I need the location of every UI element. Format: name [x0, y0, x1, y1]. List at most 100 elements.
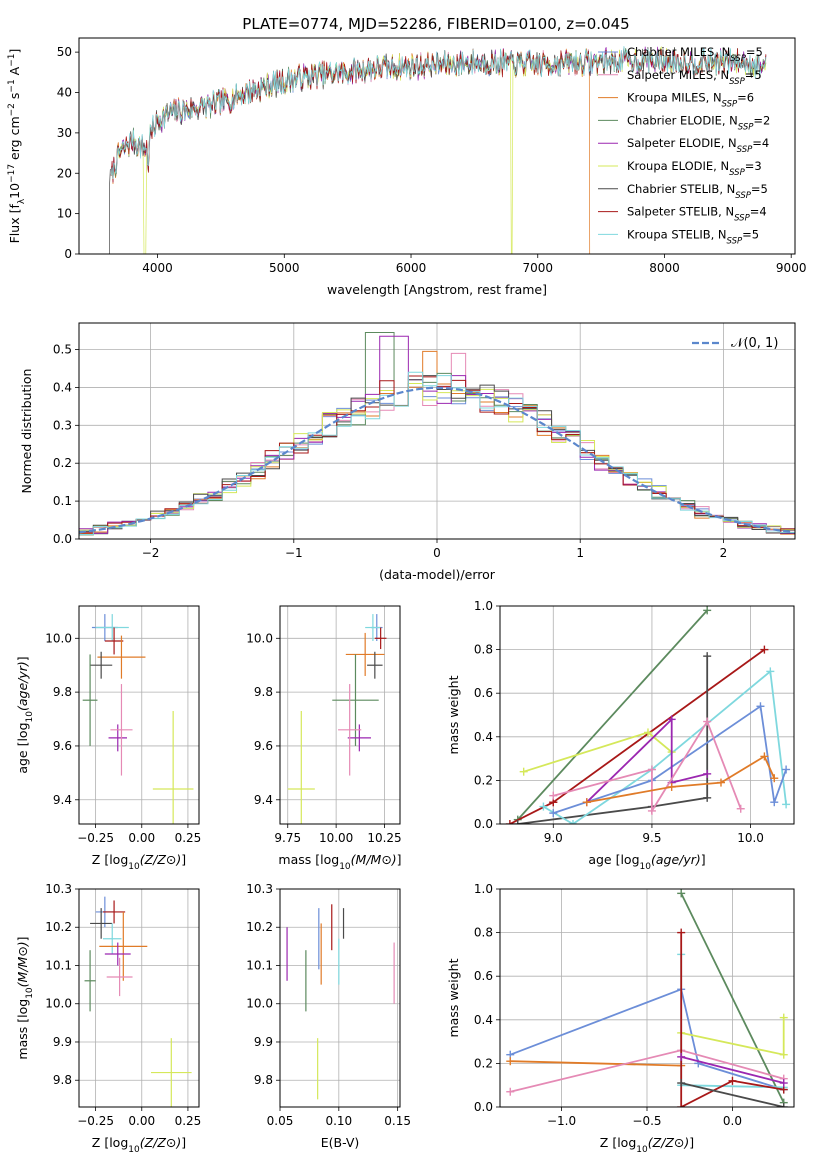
legend-label: Kroupa STELIB, NSSP=5	[627, 227, 759, 246]
x-tick-label: 10.25	[367, 831, 401, 845]
figure-title: PLATE=0774, MJD=52286, FIBERID=0100, z=0…	[242, 15, 629, 33]
series-point	[677, 1079, 686, 1088]
x-tick-label: −0.25	[77, 1114, 114, 1128]
series-line-kroupa-stelib	[542, 669, 787, 824]
plots: 4000 5000 6000 7000 8000 900001020304050wavel…	[7, 37, 807, 1155]
y-tick-label: 0.5	[53, 343, 72, 357]
y-tick-label: 9.9	[53, 1035, 72, 1049]
legend-label: Salpeter MILES, NSSP=5	[627, 68, 762, 87]
errorbar-point	[345, 632, 385, 676]
series-point	[647, 765, 656, 774]
x-tick-label: 9.0	[544, 831, 563, 845]
ylabel: age [log10(age/yr)]	[15, 656, 35, 773]
axes-frame	[78, 37, 796, 255]
ylabel: mass [log10(M/M⊙)]	[15, 936, 35, 1059]
y-tick-label: 50	[57, 45, 72, 59]
x-tick-label: −0.5	[632, 1114, 661, 1128]
y-tick-label: 0.6	[474, 969, 493, 983]
errorbar-point	[347, 724, 371, 752]
ylabel: mass weight	[446, 958, 461, 1037]
y-tick-label: 0.3	[53, 418, 72, 432]
xlabel: mass [log10(M/M⊙)]	[278, 852, 401, 872]
series-line-chabrier-stelib	[517, 656, 709, 824]
errorbar-point	[103, 900, 126, 924]
series-point	[549, 809, 558, 818]
errorbar-point	[104, 627, 124, 655]
y-tick-label: 0.0	[53, 532, 72, 546]
y-tick-label: 9.8	[254, 685, 273, 699]
y-tick-label: 1.0	[474, 599, 493, 613]
y-tick-label: 9.4	[53, 793, 72, 807]
errorbar-point	[365, 614, 381, 641]
plot-area-mass-weight-vs-Z	[506, 889, 788, 1107]
axes-frame	[279, 888, 401, 1108]
y-tick-label: 0.0	[474, 1100, 493, 1114]
plot-area-residuals	[79, 331, 795, 536]
errorbar-point	[332, 654, 379, 746]
axes-frame	[499, 605, 795, 825]
y-tick-label: 9.6	[53, 739, 72, 753]
series-point	[766, 667, 775, 676]
plot-area-mass-vs-ebv	[286, 904, 395, 1100]
series-point	[779, 1103, 788, 1107]
y-tick-label: 10.0	[45, 631, 72, 645]
y-tick-label: 10.0	[246, 997, 273, 1011]
axes-frame	[279, 605, 401, 825]
y-tick-label: 20	[57, 166, 72, 180]
y-tick-label: 0.6	[474, 686, 493, 700]
x-tick-label: 1	[576, 546, 584, 560]
legend-label: 𝒩(0, 1)	[731, 336, 778, 351]
normal-curve	[79, 386, 793, 534]
axes-mass-vs-ebv: 0.05 0.10 0.15 9.8 9.9 10.0 10.1 10.2 10.3 E(B-V)	[246, 882, 411, 1150]
series-point	[703, 717, 712, 726]
y-tick-label: 9.8	[53, 1073, 72, 1087]
axes-age-vs-mass: 9.75 10.00 10.25 9.4 9.6 9.8 10.0 mass [log10(M…	[246, 605, 402, 872]
series-point	[736, 804, 745, 813]
plot-area-age-vs-mass	[287, 614, 387, 824]
errorbar-point	[103, 923, 122, 955]
ylabel: Normed distribution	[19, 369, 34, 494]
errorbar-point	[151, 1038, 192, 1107]
series-point	[782, 765, 791, 774]
x-tick-label: −0.25	[77, 831, 114, 845]
x-tick-label: 10.00	[319, 831, 353, 845]
xlabel: wavelength [Angstrom, rest frame]	[327, 282, 547, 297]
y-tick-label: 0.1	[53, 494, 72, 508]
x-tick-label: 8000	[649, 261, 680, 275]
x-tick-label: −1	[285, 546, 303, 560]
errorbar-point	[287, 710, 315, 824]
y-tick-label: 10.3	[45, 882, 72, 896]
axes-spectrum: 4000 5000 6000 7000 8000 9000 0 10 20 30 40 50 wavel…	[7, 37, 807, 297]
series-point	[779, 1079, 788, 1088]
xlabel: Z [log10(Z/Z⊙)]	[92, 852, 186, 872]
series-point	[779, 1013, 788, 1022]
series-point	[760, 752, 769, 761]
series-point	[770, 774, 779, 783]
axes-mass-weight-vs-age: 9.0 9.5 10.0 0.0 0.2 0.4 0.6 0.8 1.0 age [log10(a…	[446, 599, 795, 872]
errorbar-point	[338, 684, 362, 776]
series-point	[643, 728, 652, 737]
series-point	[582, 798, 591, 807]
y-tick-label: 0.4	[474, 730, 493, 744]
series-point	[539, 802, 548, 811]
spectrum-line-kroupa-stelib	[110, 46, 767, 180]
ylabel: Flux [fλ10−17 erg cm−2 s−1 A−1]	[7, 49, 27, 244]
errorbar-point	[95, 614, 129, 641]
xlabel: (data-model)/error	[379, 567, 496, 582]
errorbar-point	[82, 654, 98, 746]
y-tick-label: 9.8	[53, 685, 72, 699]
errorbar-point	[106, 957, 133, 997]
y-tick-label: 10	[57, 207, 72, 221]
axes-frame	[499, 888, 795, 1108]
errorbar-point	[99, 911, 148, 981]
plot-area-age-vs-Z	[82, 614, 194, 824]
errorbar-point	[90, 651, 113, 679]
x-tick-label: −1.0	[547, 1114, 576, 1128]
y-tick-label: 10.0	[45, 997, 72, 1011]
axes-age-vs-Z: −0.25 0.00 0.25 9.4 9.6 9.8 10.0 Z [log10(Z/Z⊙)…	[15, 605, 201, 872]
x-tick-label: 9000	[776, 261, 807, 275]
x-tick-label: 0.00	[128, 1114, 155, 1128]
legend-label: Kroupa ELODIE, NSSP=3	[627, 159, 762, 178]
